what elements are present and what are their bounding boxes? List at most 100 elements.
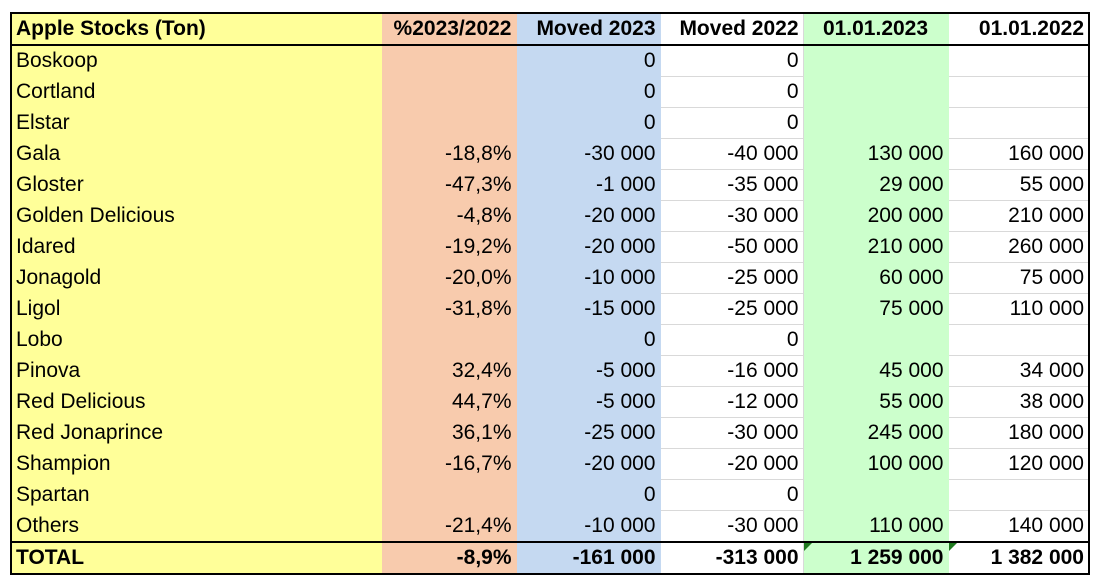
stock-2022-cell <box>948 45 1090 77</box>
stock-2023-cell <box>803 479 949 511</box>
variety-cell: Lobo <box>10 324 382 356</box>
stock-2023-cell: 45 000 <box>803 355 949 387</box>
moved-2022-cell: -16 000 <box>660 355 804 387</box>
total-row: TOTAL -8,9% -161 000 -313 000 1 259 000 … <box>10 541 1090 575</box>
moved-2023-cell: 0 <box>516 76 661 108</box>
moved-2022-cell: -40 000 <box>660 138 804 170</box>
header-moved-2023: Moved 2023 <box>516 12 661 46</box>
stock-2023-cell: 100 000 <box>803 448 949 480</box>
stock-2022-cell <box>948 324 1090 356</box>
percent-change-cell: -4,8% <box>381 200 517 232</box>
variety-cell: Gala <box>10 138 382 170</box>
variety-cell: Jonagold <box>10 262 382 294</box>
stock-2022-cell: 55 000 <box>948 169 1090 201</box>
stock-2022-cell: 38 000 <box>948 386 1090 418</box>
moved-2023-cell: -20 000 <box>516 231 661 263</box>
stock-2023-cell: 55 000 <box>803 386 949 418</box>
variety-cell: Ligol <box>10 293 382 325</box>
moved-2022-cell: -30 000 <box>660 200 804 232</box>
stock-2023-cell: 29 000 <box>803 169 949 201</box>
percent-change-cell: -18,8% <box>381 138 517 170</box>
table-row: Red Jonaprince 36,1% -25 000 -30 000 245 000… <box>10 417 1090 449</box>
table-row: Idared -19,2% -20 000 -50 000 210 000 260 000 <box>10 231 1090 263</box>
stock-2022-cell: 140 000 <box>948 510 1090 543</box>
variety-cell: Gloster <box>10 169 382 201</box>
moved-2022-cell: -12 000 <box>660 386 804 418</box>
moved-2023-cell: -5 000 <box>516 355 661 387</box>
total-percent-change: -8,9% <box>381 541 517 575</box>
variety-cell: Others <box>10 510 382 543</box>
total-stock-2022: 1 382 000 <box>948 541 1090 575</box>
table-row: Elstar 0 0 <box>10 107 1090 139</box>
stock-2023-cell: 210 000 <box>803 231 949 263</box>
moved-2022-cell: -25 000 <box>660 293 804 325</box>
table-row: Cortland 0 0 <box>10 76 1090 108</box>
moved-2022-cell: -25 000 <box>660 262 804 294</box>
moved-2023-cell: -20 000 <box>516 448 661 480</box>
stock-2023-cell: 60 000 <box>803 262 949 294</box>
variety-cell: Red Delicious <box>10 386 382 418</box>
percent-change-cell: -19,2% <box>381 231 517 263</box>
stock-2023-cell <box>803 324 949 356</box>
moved-2022-cell: 0 <box>660 107 804 139</box>
variety-cell: Elstar <box>10 107 382 139</box>
table-row: Golden Delicious -4,8% -20 000 -30 000 200 0… <box>10 200 1090 232</box>
moved-2022-cell: -30 000 <box>660 510 804 543</box>
variety-cell: Pinova <box>10 355 382 387</box>
moved-2023-cell: -25 000 <box>516 417 661 449</box>
moved-2022-cell: 0 <box>660 324 804 356</box>
percent-change-cell <box>381 324 517 356</box>
stock-2023-cell <box>803 107 949 139</box>
stock-2022-cell: 120 000 <box>948 448 1090 480</box>
stock-2023-cell <box>803 45 949 77</box>
moved-2022-cell: -50 000 <box>660 231 804 263</box>
percent-change-cell <box>381 76 517 108</box>
total-moved-2022: -313 000 <box>660 541 804 575</box>
stock-2023-cell: 110 000 <box>803 510 949 543</box>
moved-2023-cell: -20 000 <box>516 200 661 232</box>
apple-stocks-table: Apple Stocks (Ton) %2023/2022 Moved 2023… <box>10 12 1090 575</box>
table-row: Lobo 0 0 <box>10 324 1090 356</box>
moved-2022-cell: 0 <box>660 479 804 511</box>
stock-2022-cell <box>948 107 1090 139</box>
moved-2023-cell: -10 000 <box>516 262 661 294</box>
variety-cell: Cortland <box>10 76 382 108</box>
header-variety: Apple Stocks (Ton) <box>10 12 382 46</box>
moved-2023-cell: 0 <box>516 45 661 77</box>
moved-2023-cell: 0 <box>516 324 661 356</box>
header-stock-2022: 01.01.2022 <box>948 12 1090 46</box>
table-row: Gala -18,8% -30 000 -40 000 130 000 160 000 <box>10 138 1090 170</box>
percent-change-cell <box>381 479 517 511</box>
moved-2022-cell: -30 000 <box>660 417 804 449</box>
moved-2023-cell: -5 000 <box>516 386 661 418</box>
stock-2023-cell: 200 000 <box>803 200 949 232</box>
table-row: Spartan 0 0 <box>10 479 1090 511</box>
percent-change-cell: -31,8% <box>381 293 517 325</box>
percent-change-cell <box>381 45 517 77</box>
percent-change-cell <box>381 107 517 139</box>
stock-2023-cell: 75 000 <box>803 293 949 325</box>
percent-change-cell: 44,7% <box>381 386 517 418</box>
table-row: Red Delicious 44,7% -5 000 -12 000 55 000 38 … <box>10 386 1090 418</box>
table-row: Jonagold -20,0% -10 000 -25 000 60 000 75 000 <box>10 262 1090 294</box>
header-moved-2022: Moved 2022 <box>660 12 804 46</box>
moved-2023-cell: 0 <box>516 479 661 511</box>
percent-change-cell: 36,1% <box>381 417 517 449</box>
variety-cell: Spartan <box>10 479 382 511</box>
percent-change-cell: 32,4% <box>381 355 517 387</box>
moved-2023-cell: -30 000 <box>516 138 661 170</box>
stock-2022-cell: 210 000 <box>948 200 1090 232</box>
moved-2022-cell: 0 <box>660 45 804 77</box>
table-row: Others -21,4% -10 000 -30 000 110 000 140 000 <box>10 510 1090 543</box>
stock-2022-cell: 160 000 <box>948 138 1090 170</box>
stock-2023-cell: 130 000 <box>803 138 949 170</box>
table-row: Ligol -31,8% -15 000 -25 000 75 000 110 000 <box>10 293 1090 325</box>
table-row: Gloster -47,3% -1 000 -35 000 29 000 55 000 <box>10 169 1090 201</box>
percent-change-cell: -20,0% <box>381 262 517 294</box>
stock-2022-cell: 75 000 <box>948 262 1090 294</box>
stock-2022-cell <box>948 76 1090 108</box>
moved-2022-cell: -20 000 <box>660 448 804 480</box>
variety-cell: Golden Delicious <box>10 200 382 232</box>
total-moved-2023: -161 000 <box>516 541 661 575</box>
stock-2022-cell: 180 000 <box>948 417 1090 449</box>
